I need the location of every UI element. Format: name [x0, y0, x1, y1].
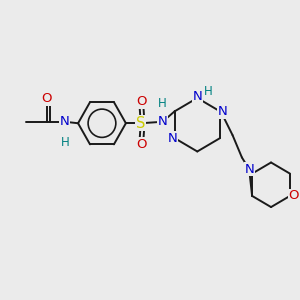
Text: N: N — [167, 132, 177, 145]
Text: H: H — [204, 85, 213, 98]
Text: O: O — [288, 189, 299, 203]
Text: N: N — [192, 90, 202, 103]
Text: O: O — [136, 95, 146, 108]
Text: N: N — [158, 115, 167, 128]
Text: O: O — [136, 138, 146, 151]
Text: S: S — [136, 116, 146, 131]
Text: H: H — [61, 136, 69, 149]
Text: O: O — [41, 92, 52, 105]
Text: N: N — [244, 163, 254, 176]
Text: N: N — [218, 105, 227, 118]
Text: H: H — [158, 98, 167, 110]
Text: N: N — [60, 115, 70, 128]
